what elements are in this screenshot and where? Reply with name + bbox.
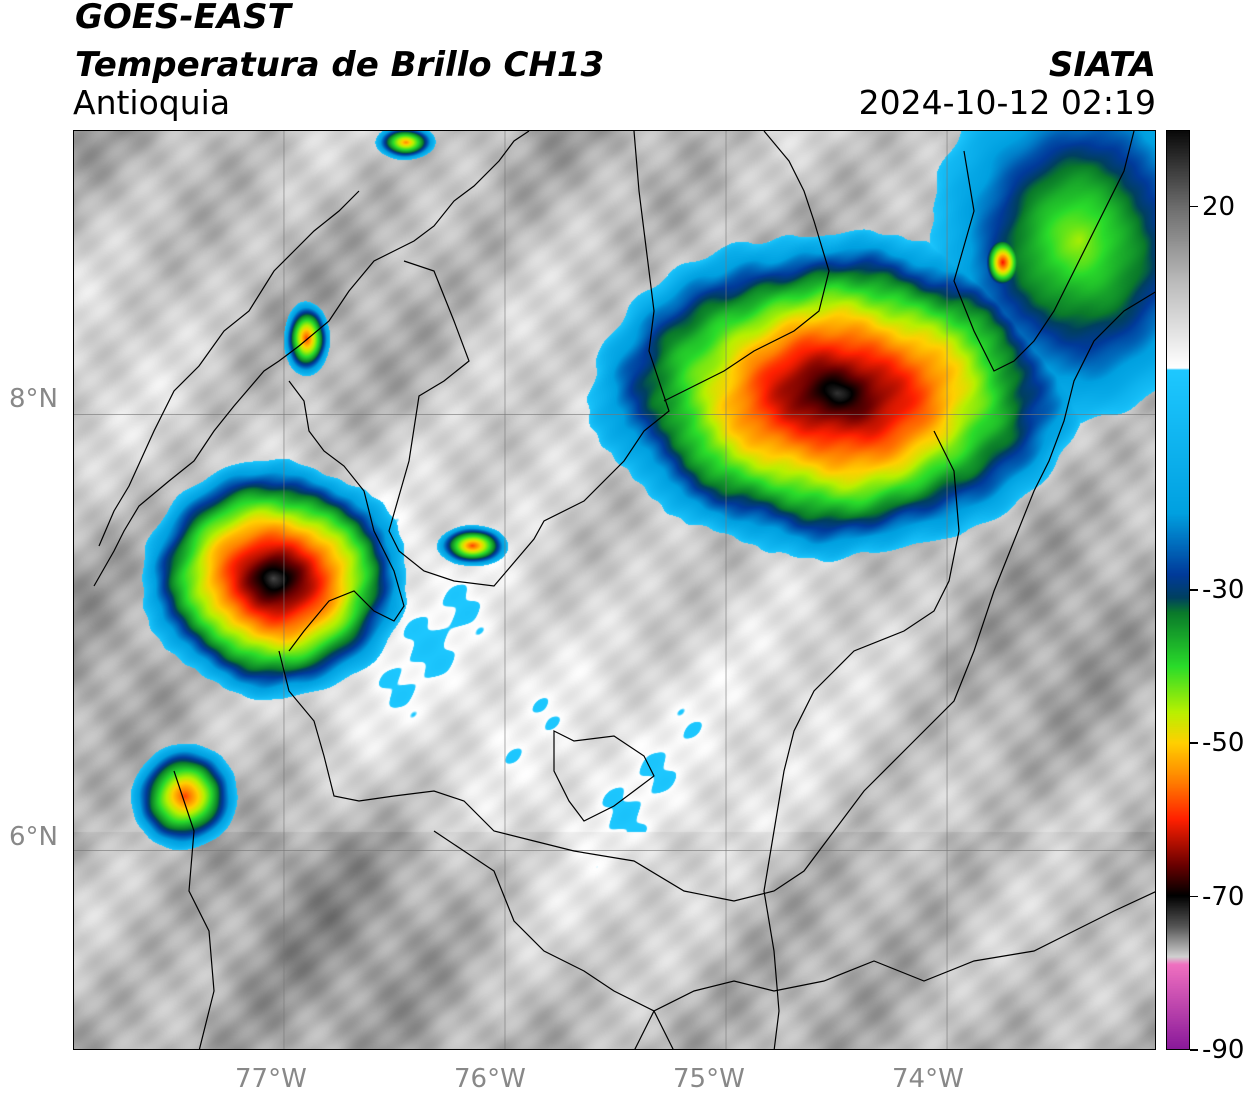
lon-label-77w: 77°W [235,1064,307,1094]
border-antioquia-south [278,291,1155,902]
graticule [74,131,1155,1049]
colorbar [1166,130,1190,1050]
coastline-uraba [288,380,405,652]
colorbar-label: -70 [1202,881,1245,912]
region-label: Antioquia [73,83,231,122]
lat-label-8n: 8°N [9,384,58,414]
colorbar-tick [1190,895,1198,898]
border-medellin [553,730,655,822]
product-title: Temperatura de Brillo CH13 [75,45,605,85]
colorbar-tick [1190,742,1198,744]
brightness-temperature-image [74,131,1155,1049]
lat-label-6n: 6°N [9,822,58,852]
datetime-label: 2024-10-12 02:19 [858,83,1156,122]
border-magdalena-medio [953,131,1135,372]
colorbar-label: -90 [1202,1035,1245,1065]
colorbar-tick [1190,205,1198,208]
border-choco [173,770,215,1049]
colorbar-label: 20 [1202,191,1236,222]
map-panel [73,130,1156,1050]
source-label: SIATA [1048,45,1156,85]
border-antioquia-east [663,131,830,402]
map-overlay [74,131,1155,1049]
colorbar-label: -30 [1202,575,1245,605]
border-eastern [763,430,960,1049]
colorbar-tick [1190,1049,1198,1051]
satellite-title: GOES-EAST [75,0,291,37]
border-south-lower [634,891,1155,1049]
border-antioquia-north [388,131,670,587]
border-northwest [98,190,360,547]
border-caldas [433,830,674,1049]
coastline-pacific [93,131,530,587]
colorbar-label: -50 [1202,728,1245,759]
colorbar-tick [1190,589,1198,591]
lon-label-74w: 74°W [892,1064,964,1094]
lon-label-76w: 76°W [454,1064,526,1094]
boundary-lines [93,131,1155,1049]
lon-label-75w: 75°W [673,1064,745,1094]
